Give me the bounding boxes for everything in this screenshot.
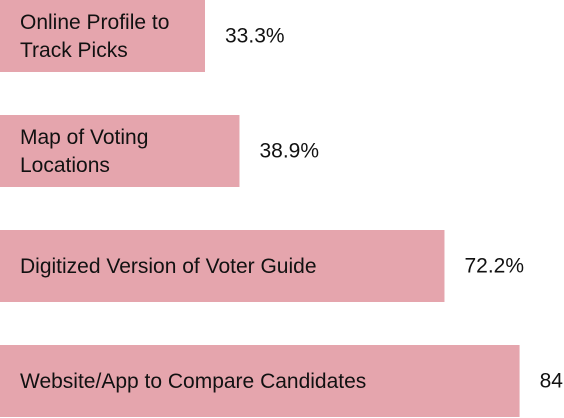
bar-value-label: 38.9% xyxy=(259,140,319,163)
bar-category-label: Online Profile to Track Picks xyxy=(20,11,169,62)
bar xyxy=(0,0,205,72)
bar xyxy=(0,230,445,302)
bar-category-label: Website/App to Compare Candidates xyxy=(20,370,366,393)
bar xyxy=(0,345,520,417)
value-labels-group: 33.3% 38.9% 72.2% 84.4% xyxy=(225,25,564,393)
bars-group xyxy=(0,0,520,417)
bar-category-label: Map of Voting Locations xyxy=(20,126,148,177)
bar-value-label: 84.4% xyxy=(540,370,564,393)
bar-category-label: Digitized Version of Voter Guide xyxy=(20,255,317,278)
bar-value-label: 72.2% xyxy=(464,255,524,278)
bar-value-label: 33.3% xyxy=(225,25,285,48)
bar xyxy=(0,115,240,187)
category-labels-group: Online Profile to Track Picks Map of Votin… xyxy=(20,11,366,393)
